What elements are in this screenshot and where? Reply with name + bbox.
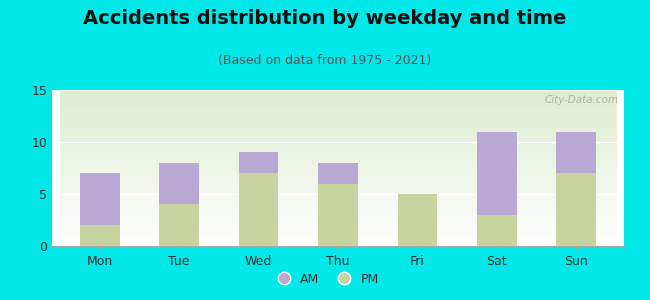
- Bar: [239, 152, 278, 173]
- Bar: [477, 132, 517, 215]
- Bar: [159, 204, 199, 246]
- Legend: AM, PM: AM, PM: [266, 268, 384, 291]
- Bar: [556, 132, 596, 173]
- Bar: [80, 173, 120, 225]
- Bar: [477, 215, 517, 246]
- Text: City-Data.com: City-Data.com: [544, 95, 618, 105]
- Bar: [398, 194, 437, 246]
- Bar: [239, 173, 278, 246]
- Text: (Based on data from 1975 - 2021): (Based on data from 1975 - 2021): [218, 54, 432, 67]
- Bar: [318, 184, 358, 246]
- Text: Accidents distribution by weekday and time: Accidents distribution by weekday and ti…: [83, 9, 567, 28]
- Bar: [556, 173, 596, 246]
- Bar: [159, 163, 199, 204]
- Bar: [80, 225, 120, 246]
- Bar: [318, 163, 358, 184]
